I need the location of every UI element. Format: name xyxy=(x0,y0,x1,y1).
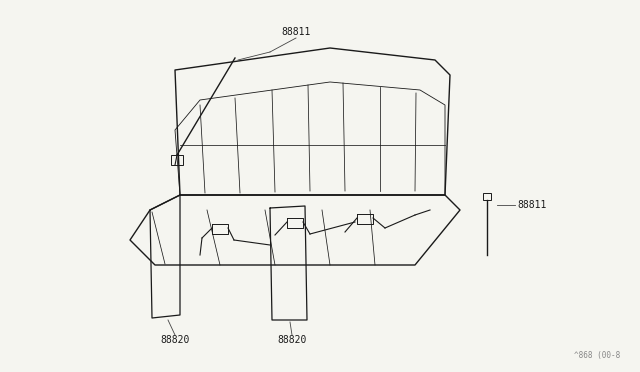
Text: ^868 (00-8: ^868 (00-8 xyxy=(573,351,620,360)
Text: 88811: 88811 xyxy=(517,200,547,210)
Text: 88811: 88811 xyxy=(282,27,310,37)
Bar xyxy=(483,193,491,200)
Text: 88820: 88820 xyxy=(160,335,189,345)
Text: 88820: 88820 xyxy=(277,335,307,345)
Bar xyxy=(171,155,183,165)
